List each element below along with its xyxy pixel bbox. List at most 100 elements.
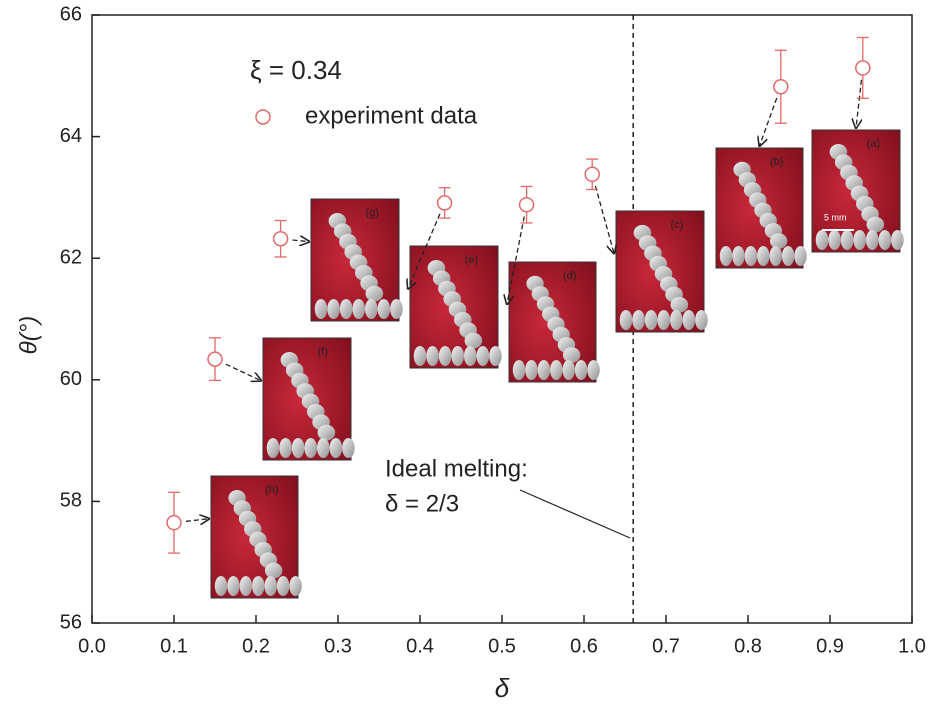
weld-base xyxy=(587,360,600,380)
weld-base xyxy=(657,310,670,330)
y-tick-label: 64 xyxy=(60,125,82,147)
inset-label: (b) xyxy=(770,156,783,168)
data-point xyxy=(773,78,789,95)
weld-base xyxy=(769,246,782,266)
weld-base xyxy=(438,346,452,366)
weld-bead xyxy=(670,296,689,313)
x-tick-label: 0.6 xyxy=(570,635,598,657)
legend-marker xyxy=(255,109,271,125)
weld-base xyxy=(512,360,526,380)
y-axis-label: θ(°) xyxy=(15,316,42,355)
weld-base xyxy=(866,230,879,250)
data-point xyxy=(518,196,535,213)
weld-base xyxy=(352,299,366,319)
x-tick-label: 1.0 xyxy=(898,635,926,657)
inset-arrow xyxy=(292,240,309,242)
x-tick-label: 0.0 xyxy=(78,635,106,657)
photo-inset: (d) xyxy=(508,261,600,383)
weld-base xyxy=(227,576,240,596)
y-tick-label: 60 xyxy=(60,368,82,390)
weld-base xyxy=(525,360,538,380)
weld-base xyxy=(682,310,696,330)
x-tick-label: 0.7 xyxy=(652,635,680,657)
weld-base xyxy=(562,360,575,380)
weld-base xyxy=(266,438,280,458)
weld-base xyxy=(451,346,465,366)
annotation-line xyxy=(519,489,631,539)
weld-base xyxy=(781,246,795,266)
photo-inset: (h) xyxy=(210,475,302,599)
weld-bead xyxy=(866,216,885,233)
inset-label: (a) xyxy=(867,138,880,150)
legend-title: ξ = 0.34 xyxy=(250,55,342,85)
weld-base xyxy=(365,299,378,319)
data-point xyxy=(584,166,600,183)
x-tick-label: 0.3 xyxy=(324,635,352,657)
weld-base xyxy=(489,346,502,366)
x-tick-label: 0.5 xyxy=(488,635,516,657)
weld-base xyxy=(317,438,330,458)
photo-inset: (a) 5 mm xyxy=(811,129,904,253)
weld-base xyxy=(304,438,318,458)
weld-base xyxy=(264,576,277,596)
weld-base xyxy=(239,576,253,596)
data-point xyxy=(272,230,289,247)
x-tick-label: 0.2 xyxy=(242,635,270,657)
inset-arrow xyxy=(760,97,778,146)
inset-label: (d) xyxy=(563,270,576,282)
inset-arrow xyxy=(185,519,209,522)
inset-label: (h) xyxy=(265,484,278,496)
annotation: Ideal melting: xyxy=(385,455,528,482)
weld-bead xyxy=(464,332,483,349)
weld-base xyxy=(377,299,391,319)
x-tick-label: 0.9 xyxy=(816,635,844,657)
weld-base xyxy=(719,246,733,266)
x-tick-label: 0.8 xyxy=(734,635,762,657)
data-point xyxy=(166,514,182,531)
weld-base xyxy=(390,299,403,319)
weld-base xyxy=(828,230,841,250)
weld-base xyxy=(342,438,355,458)
weld-base xyxy=(574,360,588,380)
x-tick-label: 0.4 xyxy=(406,635,434,657)
photo-inset: (c) xyxy=(615,210,708,333)
inset-label: (c) xyxy=(671,219,684,231)
weld-base xyxy=(476,346,490,366)
photo-inset: (b) xyxy=(715,147,807,269)
weld-base xyxy=(279,438,292,458)
weld-base xyxy=(413,346,427,366)
x-tick-label: 0.1 xyxy=(160,635,188,657)
inset-label: (g) xyxy=(366,207,379,219)
inset-arrow xyxy=(594,185,614,253)
weld-base xyxy=(619,310,633,330)
weld-bead xyxy=(264,562,283,579)
weld-base xyxy=(550,360,563,380)
weld-bead xyxy=(317,424,336,441)
data-point xyxy=(436,195,453,211)
weld-base xyxy=(744,246,758,266)
weld-base xyxy=(314,299,328,319)
weld-base xyxy=(252,576,265,596)
weld-base xyxy=(339,299,353,319)
data-point xyxy=(207,351,223,367)
y-tick-label: 58 xyxy=(60,490,82,512)
y-tick-label: 62 xyxy=(60,246,82,268)
weld-base xyxy=(632,310,645,330)
weld-bead xyxy=(562,347,581,363)
legend-label: experiment data xyxy=(305,102,478,129)
weld-base xyxy=(853,230,866,250)
y-tick-label: 66 xyxy=(60,3,82,25)
weld-base xyxy=(891,230,904,250)
weld-bead xyxy=(769,233,788,249)
inset-label: (f) xyxy=(318,346,328,358)
weld-base xyxy=(329,438,343,458)
weld-base xyxy=(291,438,305,458)
weld-base xyxy=(537,360,551,380)
weld-base xyxy=(878,230,892,250)
weld-base xyxy=(794,246,807,266)
weld-base xyxy=(464,346,477,366)
weld-base xyxy=(670,310,683,330)
weld-base xyxy=(644,310,658,330)
weld-base xyxy=(327,299,340,319)
weld-bead xyxy=(365,285,384,302)
